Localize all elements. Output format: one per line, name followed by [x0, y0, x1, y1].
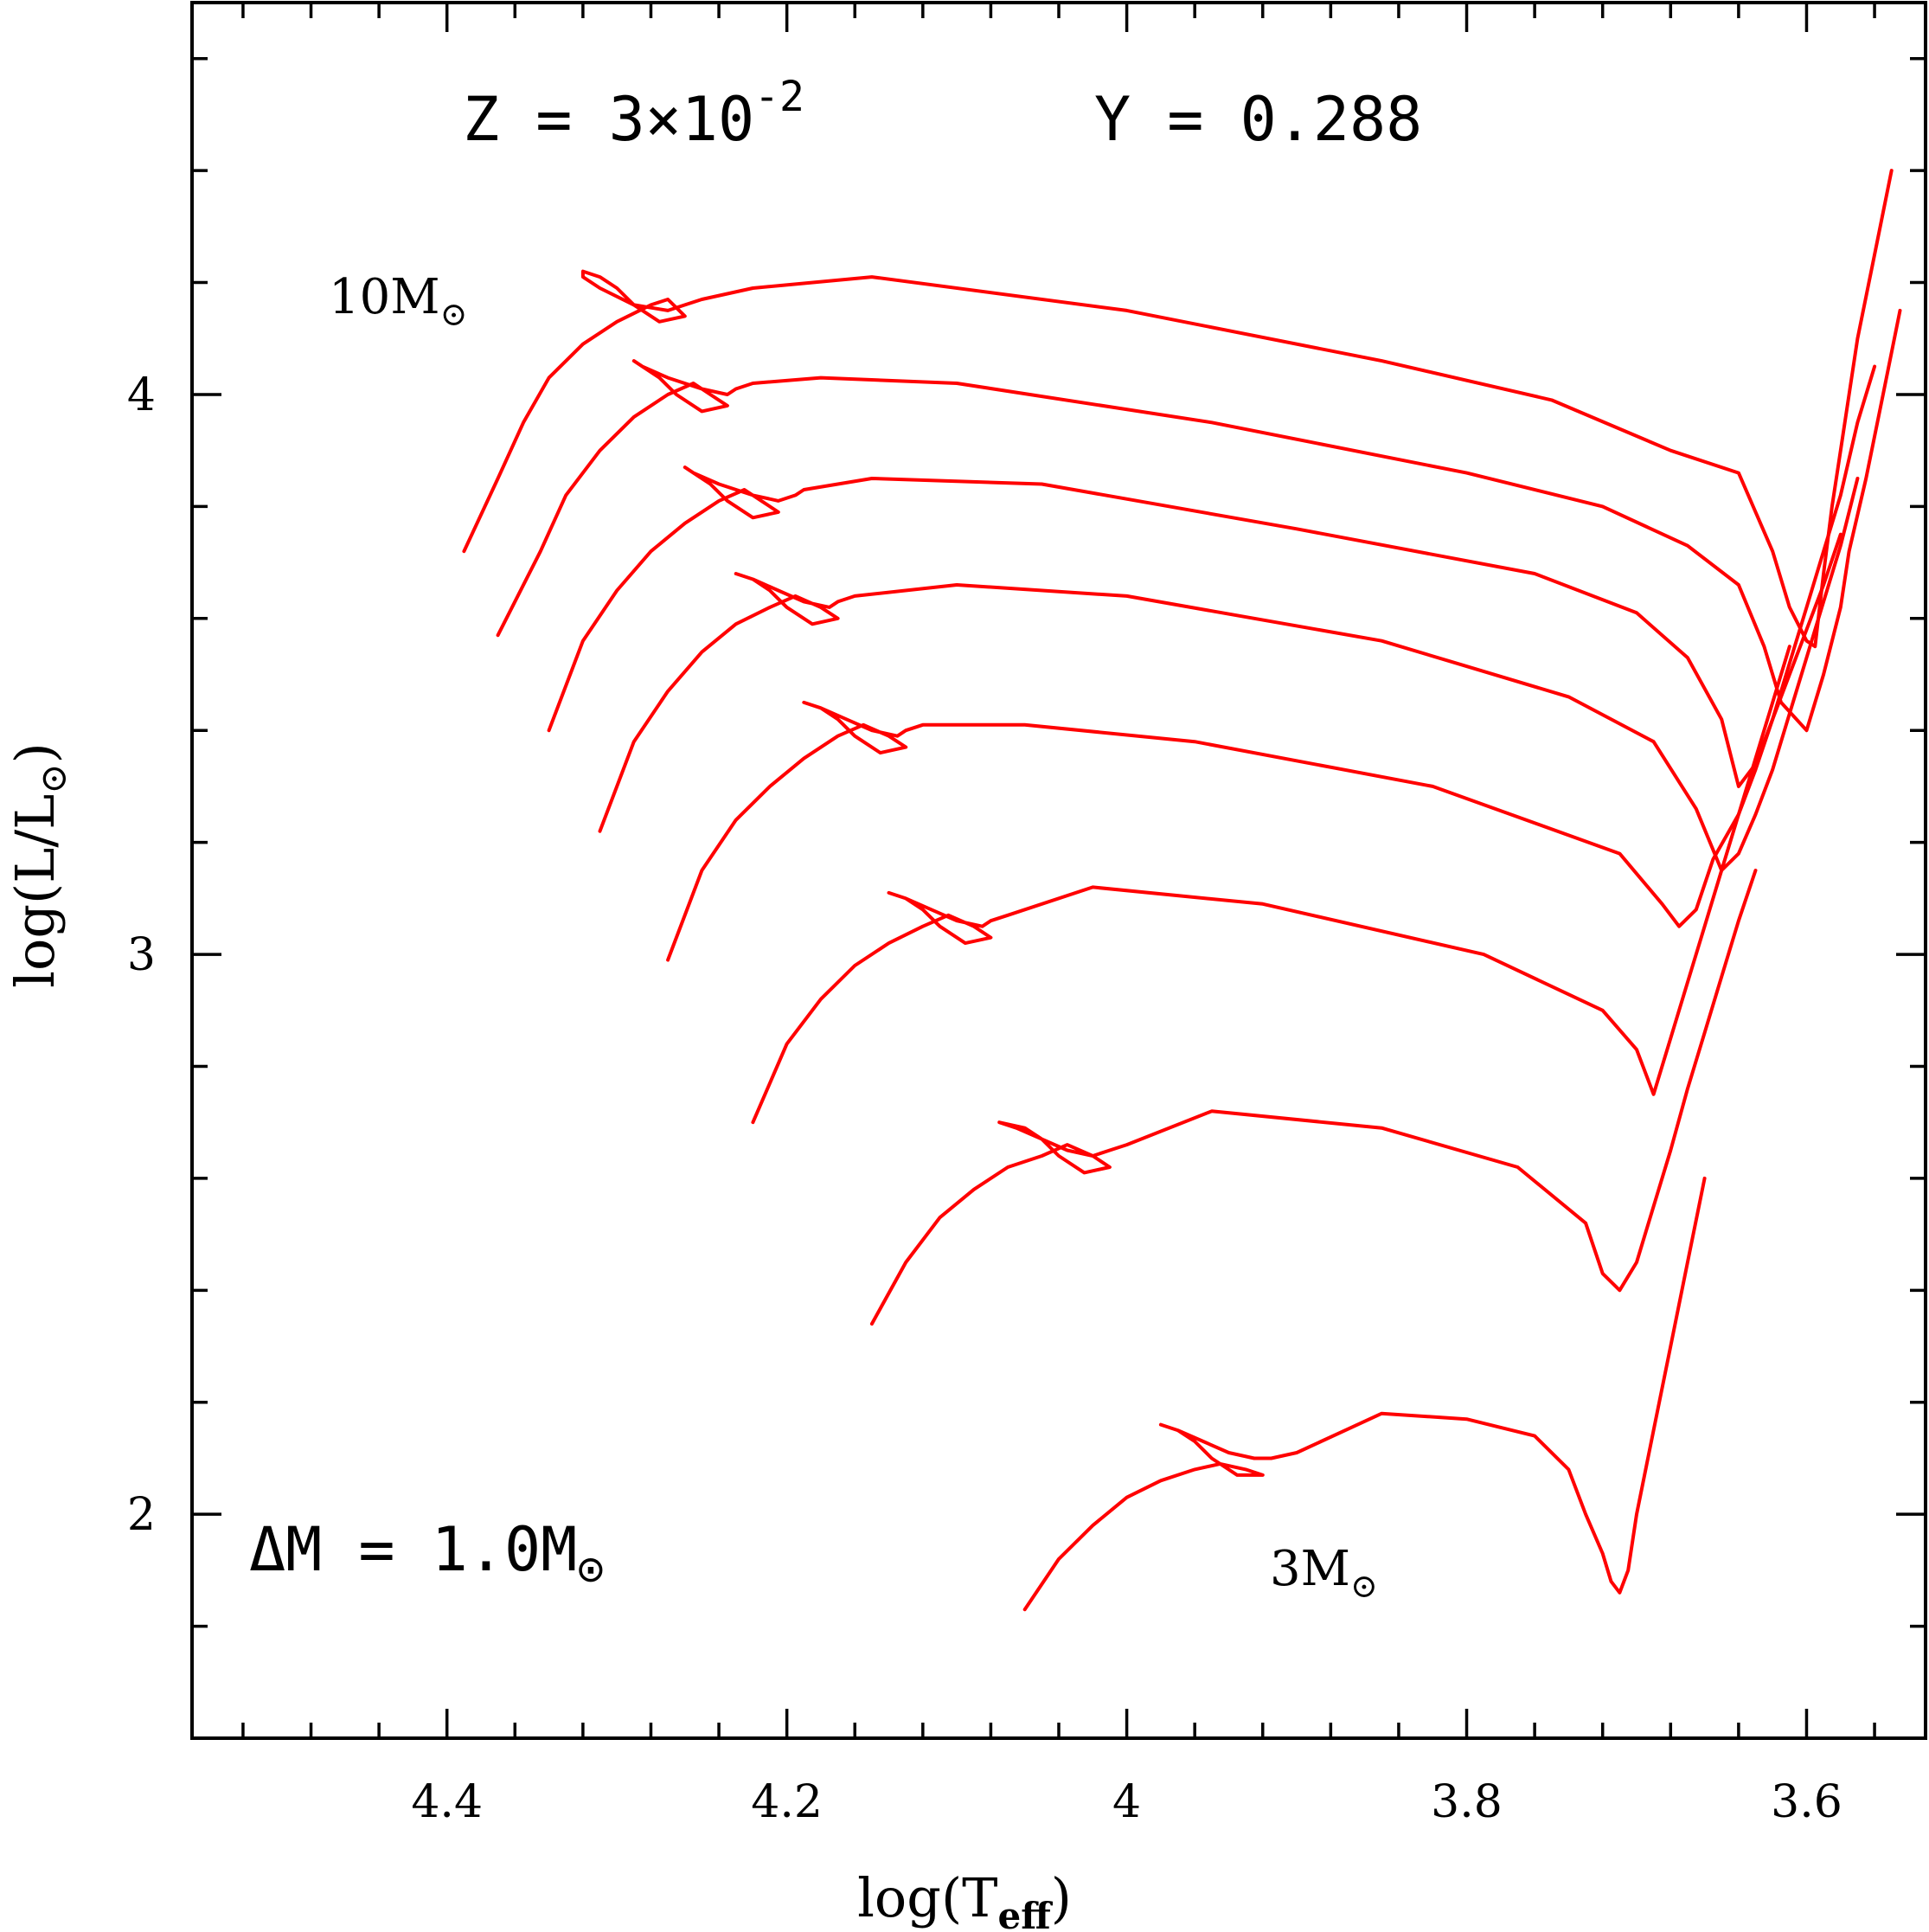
x-tick-label: 3.8	[1431, 1776, 1503, 1828]
y-tick-label: 4	[127, 369, 156, 421]
track-line-7	[869, 869, 1758, 1326]
x-tick-label: 4.2	[751, 1776, 823, 1828]
y-tick-label: 3	[127, 929, 156, 981]
metallicity-annotation: Z = 3×10-2	[463, 73, 804, 155]
x-tick-label: 4	[1112, 1776, 1141, 1828]
x-axis-label: log(Teff)	[857, 1866, 1072, 1932]
y-tick-labels: 2 3 4	[127, 369, 156, 1541]
track-line-4	[598, 477, 1860, 872]
x-tick-labels: 4.4 4.2 4 3.8 3.6	[411, 1776, 1842, 1828]
evolutionary-tracks	[462, 169, 1902, 1612]
track-line-8	[1022, 1176, 1707, 1612]
axis-ticks	[192, 3, 1926, 1740]
top-mass-label: 10M⊙	[329, 269, 467, 333]
y-tick-label: 2	[127, 1489, 156, 1541]
y-axis-label: log(L/L⊙)	[3, 742, 74, 988]
bottom-mass-label: 3M⊙	[1270, 1541, 1378, 1605]
track-line-1	[462, 169, 1894, 649]
x-tick-label: 4.4	[411, 1776, 483, 1828]
mass-step-annotation: ΔM = 1.0M⊙	[249, 1514, 605, 1595]
track-line-6	[751, 645, 1791, 1125]
track-line-2	[496, 308, 1902, 733]
plot-frame	[190, 1, 1927, 1740]
helium-annotation: Y = 0.288	[1094, 84, 1422, 155]
x-tick-label: 3.6	[1771, 1776, 1842, 1828]
